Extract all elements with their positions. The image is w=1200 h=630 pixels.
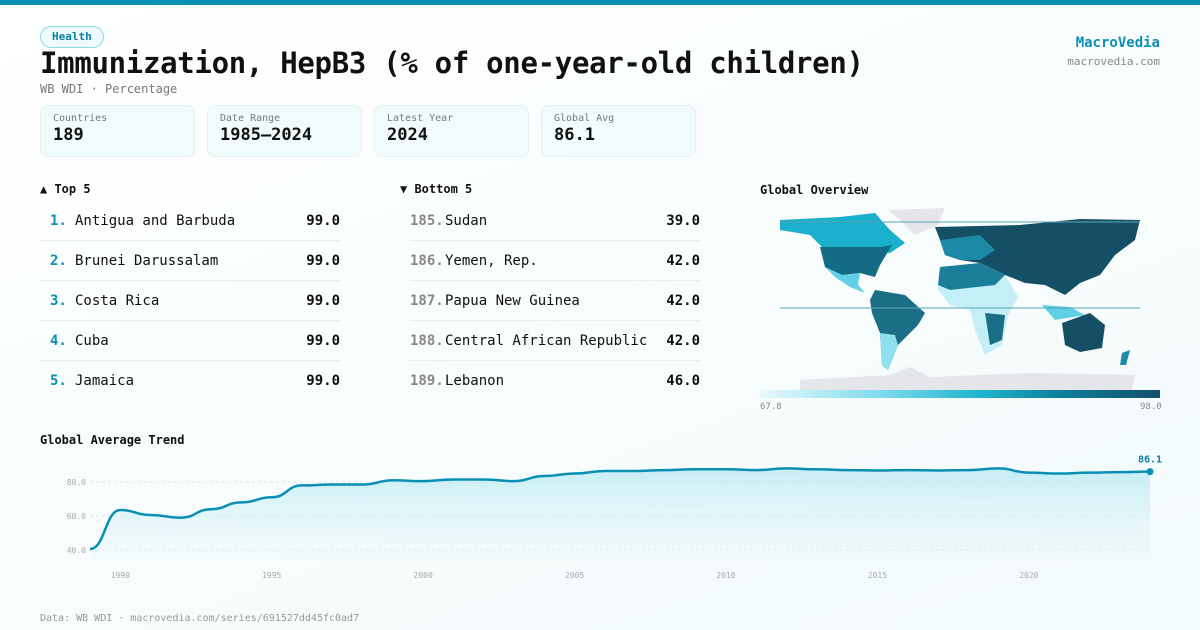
map-north-africa (938, 263, 1005, 290)
map-se-asia (1042, 305, 1085, 320)
category-badge[interactable]: Health (40, 26, 104, 48)
map-eurasia (935, 219, 1140, 295)
country-value: 99.0 (306, 252, 340, 269)
map-color-legend (760, 390, 1160, 398)
country-value: 46.0 (666, 373, 700, 389)
list-item[interactable]: 185. Sudan 39.0 (410, 201, 700, 241)
stat-card-latest-year: Latest Year 2024 (374, 105, 529, 157)
country-name: Lebanon (445, 373, 505, 389)
page-title: Immunization, HepB3 (% of one-year-old c… (40, 46, 864, 80)
data-point[interactable] (1146, 468, 1154, 476)
legend-min: 67.8 (760, 402, 782, 412)
rank: 2. (50, 252, 67, 269)
stat-card-countries: Countries 189 (40, 105, 195, 157)
country-name: Sudan (445, 212, 488, 229)
trend-area (90, 468, 1150, 560)
map-mexico (825, 267, 865, 293)
stat-label: Countries (53, 113, 108, 124)
country-name: Jamaica (75, 373, 135, 389)
list-item[interactable]: 4. Cuba 99.0 (40, 321, 340, 361)
country-name: Brunei Darussalam (75, 252, 219, 269)
stat-card-date-range: Date Range 1985–2024 (207, 105, 362, 157)
list-item[interactable]: 5. Jamaica 99.0 (40, 361, 340, 401)
stat-label: Latest Year (387, 113, 454, 124)
trend-line (89, 467, 1151, 551)
bottom5-list: 185. Sudan 39.0 186. Yemen, Rep. 42.0 187. Papu… (410, 201, 700, 401)
x-tick-label: 1990 (111, 571, 130, 580)
trend-heading: Global Average Trend (40, 433, 185, 447)
x-tick-label: 2010 (716, 571, 735, 580)
x-tick-label: 2015 (868, 571, 887, 580)
rank: 4. (50, 332, 67, 349)
stat-label: Global Avg (554, 113, 615, 124)
x-tick-label: 1995 (262, 571, 281, 580)
map-australia (1062, 313, 1105, 352)
x-tick-label: 2000 (414, 571, 433, 580)
rank: 187. (410, 292, 444, 309)
y-tick-label: 40.0 (67, 546, 86, 555)
stat-value: 2024 (387, 125, 428, 145)
country-value: 39.0 (666, 212, 700, 229)
country-value: 99.0 (306, 212, 340, 229)
country-value: 99.0 (306, 373, 340, 389)
country-value: 99.0 (306, 332, 340, 349)
rank: 185. (410, 212, 444, 229)
country-name: Costa Rica (75, 292, 160, 309)
list-item[interactable]: 189. Lebanon 46.0 (410, 361, 700, 401)
map-southern-africa (985, 313, 1005, 345)
list-item[interactable]: 3. Costa Rica 99.0 (40, 281, 340, 321)
map-usa (820, 245, 892, 277)
stat-value: 86.1 (554, 125, 595, 145)
country-name: Central African Republic (445, 332, 648, 349)
country-value: 99.0 (306, 292, 340, 309)
rank: 5. (50, 373, 67, 389)
rank: 189. (410, 373, 444, 389)
y-tick-label: 80.0 (67, 478, 86, 487)
stat-value: 189 (53, 125, 84, 145)
country-value: 42.0 (666, 332, 700, 349)
map-europe (940, 235, 995, 260)
map-argentina (880, 333, 898, 370)
map-canada (780, 213, 905, 253)
last-value-label: 86.1 (1138, 455, 1162, 466)
x-tick-label: 2005 (565, 571, 584, 580)
footer-source: Data: WB WDI · macrovedia.com/series/691… (40, 613, 360, 624)
rank: 188. (410, 332, 444, 349)
map-new-zealand (1120, 350, 1130, 365)
top5-list: 1. Antigua and Barbuda 99.0 2. Brunei Daruss… (40, 201, 340, 401)
country-value: 42.0 (666, 252, 700, 269)
stat-value: 1985–2024 (220, 125, 313, 145)
rank: 3. (50, 292, 67, 309)
stat-label: Date Range (220, 113, 281, 124)
country-name: Cuba (75, 332, 109, 349)
rank: 186. (410, 252, 444, 269)
list-item[interactable]: 2. Brunei Darussalam 99.0 (40, 241, 340, 281)
bottom5-heading: ▼ Bottom 5 (400, 182, 473, 196)
world-map[interactable] (780, 205, 1140, 390)
map-antarctica (800, 367, 1135, 390)
trend-chart[interactable]: 40.0 60.0 80.0 1990 1995 2000 2005 2010 2015 2020… (0, 445, 1200, 585)
legend-max: 98.0 (1140, 402, 1162, 412)
country-name: Papua New Guinea (445, 292, 580, 309)
list-item[interactable]: 188. Central African Republic 42.0 (410, 321, 700, 361)
stat-card-global-avg: Global Avg 86.1 (541, 105, 696, 157)
map-heading: Global Overview (760, 183, 869, 197)
country-name: Antigua and Barbuda (75, 212, 236, 229)
brand-url[interactable]: macrovedia.com (1067, 55, 1160, 68)
list-item[interactable]: 186. Yemen, Rep. 42.0 (410, 241, 700, 281)
x-tick-label: 2020 (1019, 571, 1038, 580)
brand-logo[interactable]: MacroVedia (1075, 35, 1160, 51)
top5-heading: ▲ Top 5 (40, 182, 91, 196)
list-item[interactable]: 187. Papua New Guinea 42.0 (410, 281, 700, 321)
list-item[interactable]: 1. Antigua and Barbuda 99.0 (40, 201, 340, 241)
country-name: Yemen, Rep. (445, 252, 538, 269)
y-tick-label: 60.0 (67, 512, 86, 521)
rank: 1. (50, 212, 67, 229)
country-value: 42.0 (666, 292, 700, 309)
top-accent-bar (0, 0, 1200, 5)
map-south-america (870, 290, 925, 370)
page-subtitle: WB WDI · Percentage (40, 82, 178, 96)
